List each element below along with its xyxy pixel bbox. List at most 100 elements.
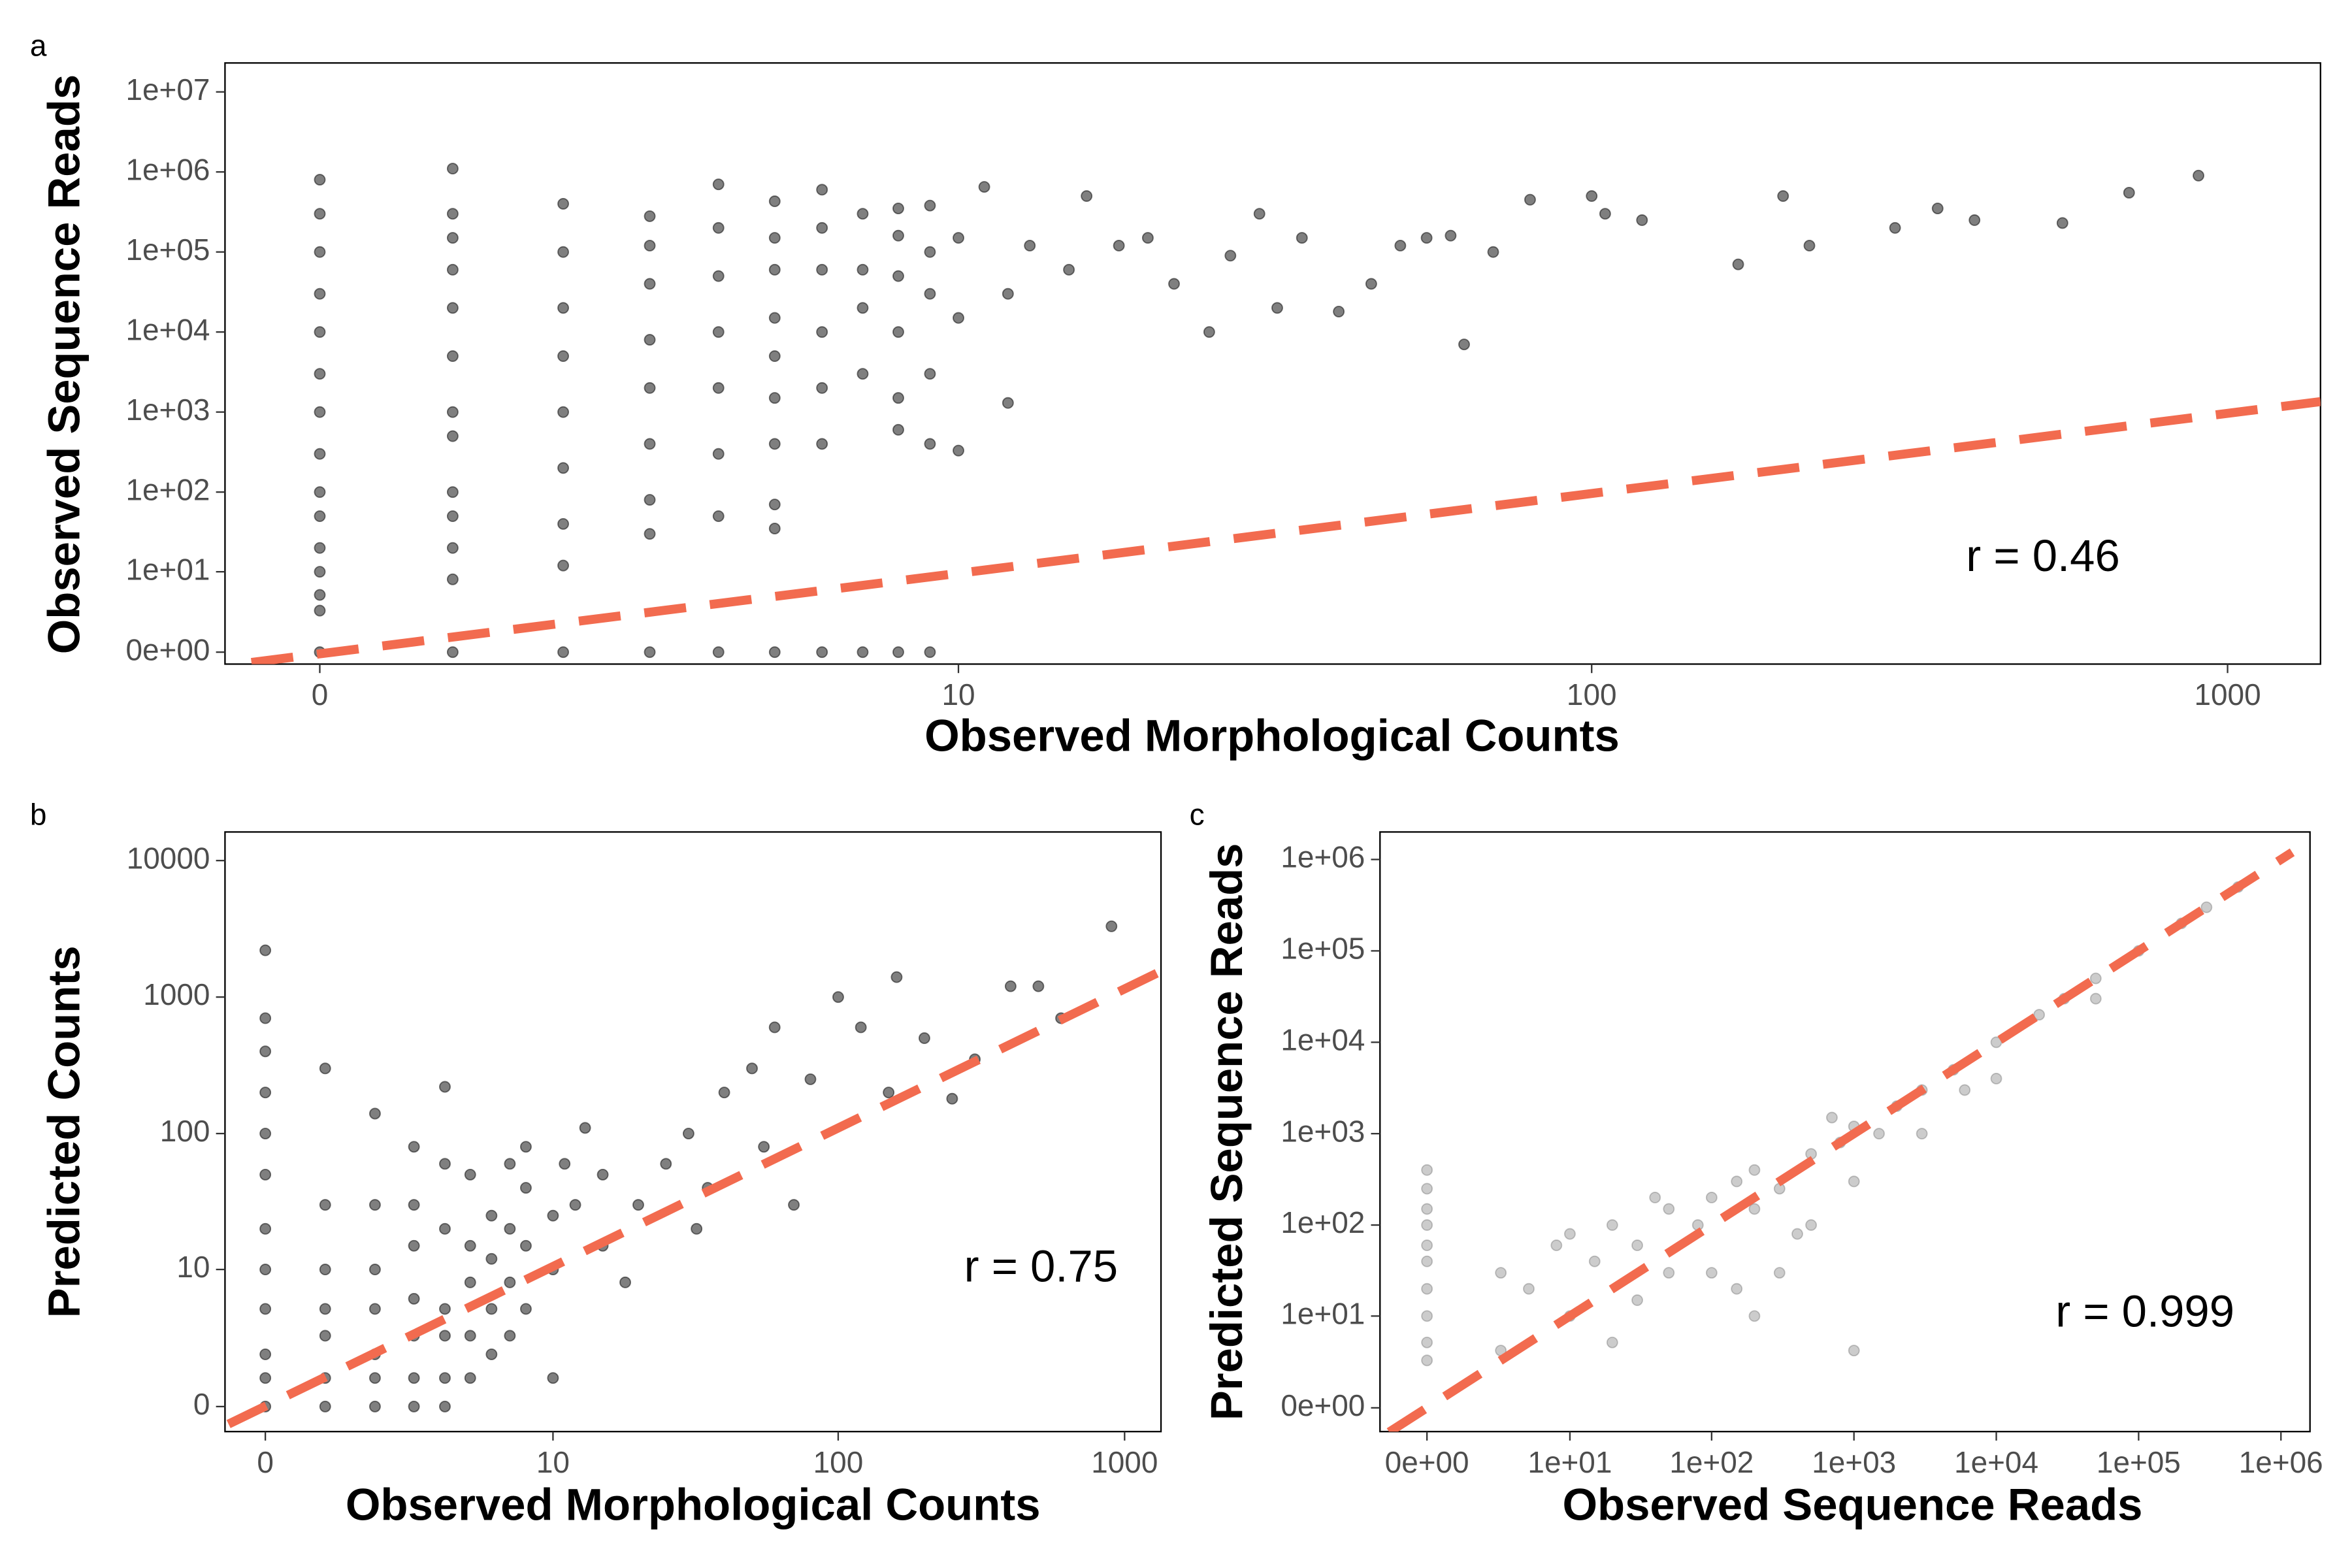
point [1805, 1219, 1818, 1232]
point [446, 430, 459, 442]
y-tick-label: 1e+06 [1281, 840, 1365, 874]
point [1848, 1175, 1860, 1188]
point [314, 287, 326, 300]
x-tick-label: 1e+04 [1954, 1445, 2038, 1479]
point [1631, 1294, 1643, 1307]
point [883, 1086, 895, 1099]
point [1748, 1203, 1761, 1215]
point [314, 246, 326, 258]
y-tick-label: 1e+05 [125, 233, 210, 267]
point [1445, 229, 1457, 242]
point [1063, 263, 1075, 276]
point [259, 944, 272, 956]
point [1748, 1310, 1761, 1322]
point [314, 208, 326, 220]
x-tick-label: 1e+02 [1669, 1445, 1754, 1479]
point [519, 1141, 532, 1153]
point [682, 1128, 694, 1139]
point [816, 184, 828, 196]
point [892, 646, 904, 659]
point [816, 263, 828, 276]
point [644, 438, 656, 450]
point [547, 1209, 559, 1222]
point [1458, 338, 1470, 351]
point [978, 181, 990, 193]
point [485, 1348, 498, 1360]
point [768, 1021, 781, 1034]
point [446, 232, 459, 244]
y-tick-label: 1e+01 [125, 552, 210, 586]
y-tick-label: 1e+02 [125, 472, 210, 506]
point [368, 1199, 381, 1211]
point [319, 1400, 331, 1413]
panel: 0 10 100 1000 0e+00 1e+01 1e+02 1e+03 1e+04 1e+05… [30, 29, 2321, 760]
point [504, 1222, 516, 1235]
point [408, 1372, 420, 1384]
point [946, 1092, 958, 1105]
point [712, 646, 725, 659]
trend-line [1386, 848, 2295, 1432]
point [892, 423, 904, 436]
x-tick-label: 1000 [1091, 1445, 1158, 1479]
x-tick-label: 1e+03 [1812, 1445, 1896, 1479]
point [368, 1303, 381, 1315]
point [804, 1073, 817, 1085]
point [892, 229, 904, 242]
point [2056, 217, 2068, 229]
point [504, 1276, 516, 1288]
point [1253, 208, 1266, 220]
point [855, 1021, 867, 1034]
point [485, 1252, 498, 1265]
x-tick-label: 10 [941, 678, 975, 711]
x-tick-label: 0 [257, 1445, 274, 1479]
point [439, 1081, 451, 1093]
point [788, 1199, 800, 1211]
point [644, 210, 656, 222]
point [1777, 190, 1789, 203]
panel-label: c [1190, 798, 1205, 832]
point [259, 1128, 272, 1139]
point [519, 1182, 532, 1194]
point [368, 1400, 381, 1413]
point [924, 287, 936, 300]
point [768, 232, 781, 244]
point [1588, 1255, 1601, 1267]
x-axis-title: Observed Morphological Counts [924, 710, 1620, 760]
point [314, 486, 326, 498]
y-tick-label: 1e+04 [1281, 1022, 1365, 1056]
point [408, 1141, 420, 1153]
point [446, 573, 459, 585]
y-axis-title: Observed Sequence Reads [39, 74, 89, 654]
point [1421, 1282, 1433, 1295]
point [1421, 1310, 1433, 1322]
point [1663, 1203, 1675, 1215]
point [259, 1086, 272, 1099]
plot-area [1386, 848, 2295, 1432]
point [2089, 972, 2102, 985]
point [816, 646, 828, 659]
point [1606, 1219, 1618, 1232]
point [768, 312, 781, 324]
point [1773, 1267, 1786, 1279]
point [259, 1168, 272, 1181]
annotation: r = 0.46 [1966, 531, 2119, 581]
point [1032, 980, 1045, 992]
point [1731, 1175, 1743, 1188]
point [519, 1303, 532, 1315]
point [446, 510, 459, 522]
point [259, 1222, 272, 1235]
point [1959, 1084, 1971, 1096]
point [557, 462, 570, 474]
y-tick-label: 1e+02 [1281, 1205, 1365, 1239]
point [446, 263, 459, 276]
point [892, 270, 904, 282]
point [439, 1303, 451, 1315]
point [1421, 1183, 1433, 1195]
point [857, 646, 869, 659]
y-tick-label: 10 [176, 1250, 210, 1284]
point [1563, 1228, 1576, 1240]
panel-label: b [30, 798, 47, 832]
point [644, 646, 656, 659]
point [464, 1372, 476, 1384]
